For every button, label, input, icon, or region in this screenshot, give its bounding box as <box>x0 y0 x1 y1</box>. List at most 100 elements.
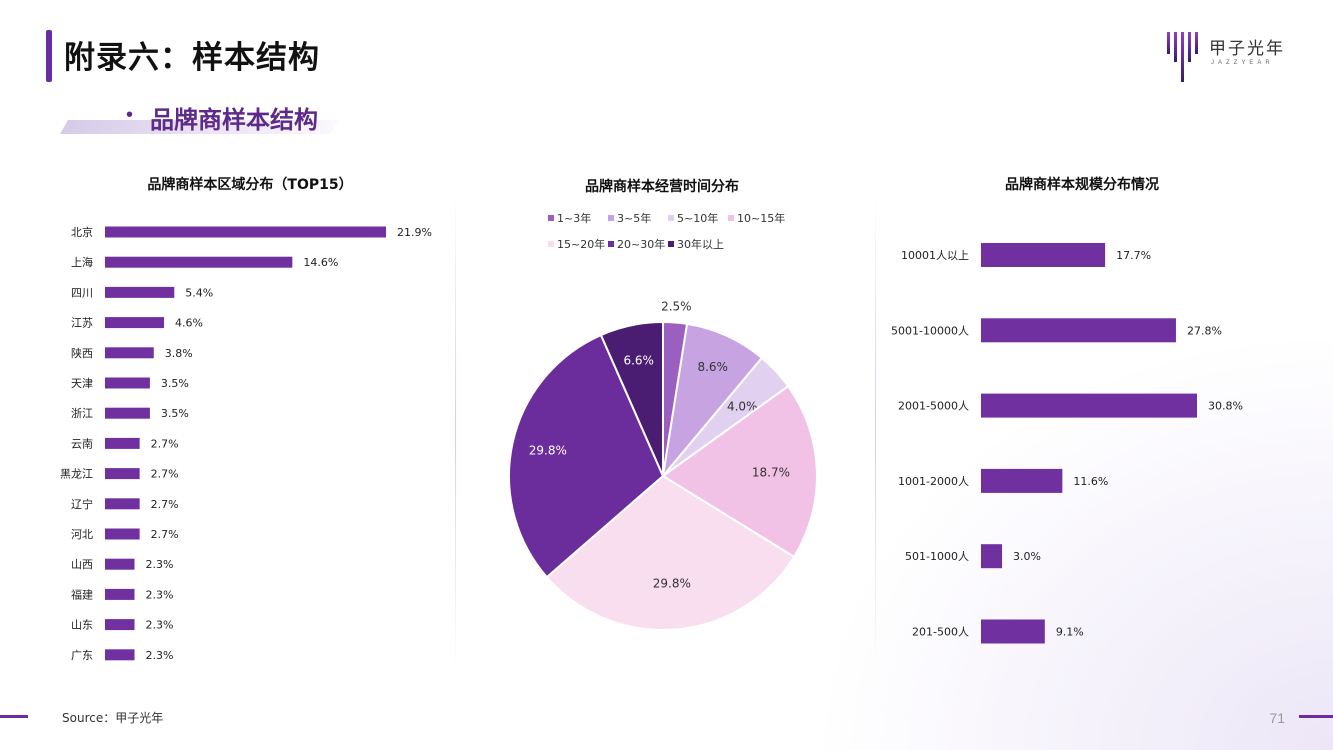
scale-bar <box>981 393 1197 418</box>
scale-category-label: 1001-2000人 <box>898 475 969 488</box>
region-bar-chart: 北京 21.9% 上海 14.6% 四川 5.4% 江苏 4.6% 陕西 3.8% 天津 3.5% 浙江… <box>60 225 432 662</box>
brand-logo: 甲子光年 JAZZYEAR <box>1165 30 1287 82</box>
pie-value-label: 8.6% <box>697 360 728 374</box>
region-category-label: 辽宁 <box>71 497 93 511</box>
pie-value-label: 29.8% <box>653 577 691 591</box>
scale-bar-chart: 10001人以上 17.7% 5001-10000人 27.8% 2001-5000人 3… <box>891 243 1243 644</box>
legend-label: 30年以上 <box>677 237 724 251</box>
region-category-label: 福建 <box>71 587 93 601</box>
legend-label: 5~10年 <box>677 211 718 225</box>
operating-time-pie-chart: 1~3年 3~5年 5~10年 10~15年 15~20年 20~30年 30年以上 2.5%… <box>508 211 818 631</box>
region-bar <box>105 317 165 329</box>
bullet-icon: • <box>126 104 134 126</box>
legend-label: 3~5年 <box>617 211 651 225</box>
scale-bar <box>981 544 1003 569</box>
region-value-label: 21.9% <box>397 226 432 239</box>
region-value-label: 4.6% <box>175 317 203 330</box>
region-category-label: 山西 <box>71 558 93 571</box>
scale-category-label: 2001-5000人 <box>898 400 969 413</box>
region-category-label: 天津 <box>71 377 93 390</box>
region-value-label: 2.7% <box>151 468 179 481</box>
region-value-label: 2.7% <box>151 528 179 541</box>
scale-category-label: 501-1000人 <box>905 550 969 563</box>
legend-swatch <box>608 215 614 221</box>
legend-label: 15~20年 <box>557 237 605 251</box>
scale-bar <box>981 468 1063 493</box>
pie-slice <box>661 322 764 480</box>
region-value-label: 14.6% <box>303 256 338 269</box>
region-value-label: 5.4% <box>185 286 213 299</box>
pie-value-label: 2.5% <box>661 300 692 314</box>
region-category-label: 北京 <box>71 225 93 239</box>
logo-mark-icon <box>1167 32 1198 82</box>
region-value-label: 2.7% <box>151 437 179 450</box>
region-bar <box>105 498 140 510</box>
region-bar <box>105 407 150 419</box>
scale-value-label: 3.0% <box>1013 550 1041 563</box>
pie-slice <box>545 474 796 631</box>
divider-left <box>455 190 456 670</box>
region-bar <box>105 558 135 570</box>
region-category-label: 云南 <box>71 437 93 450</box>
legend-swatch <box>548 215 554 221</box>
region-category-label: 山东 <box>71 619 93 632</box>
pie-value-label: 6.6% <box>623 354 654 368</box>
scale-value-label: 17.7% <box>1116 249 1151 262</box>
pie-slice <box>599 320 664 477</box>
region-bar <box>105 377 150 389</box>
legend-swatch <box>728 215 734 221</box>
legend-label: 20~30年 <box>617 237 665 251</box>
scale-value-label: 27.8% <box>1187 324 1222 337</box>
region-category-label: 陕西 <box>71 346 93 360</box>
page-title: 附录六：样本结构 <box>64 40 320 76</box>
region-category-label: 浙江 <box>71 407 93 420</box>
region-value-label: 2.3% <box>146 649 174 662</box>
legend-label: 10~15年 <box>737 211 785 225</box>
region-value-label: 3.5% <box>161 377 189 390</box>
scale-category-label: 10001人以上 <box>901 249 969 262</box>
subtitle-text: 品牌商样本结构 <box>150 106 318 134</box>
title-accent-bar <box>46 30 52 82</box>
legend-swatch <box>668 215 674 221</box>
region-value-label: 2.3% <box>146 588 174 601</box>
region-bar <box>105 588 135 600</box>
pie-slice <box>508 333 665 579</box>
region-value-label: 3.8% <box>165 347 193 360</box>
region-bar <box>105 468 140 480</box>
region-category-label: 四川 <box>71 286 93 299</box>
scale-category-label: 5001-10000人 <box>891 324 969 337</box>
region-bar <box>105 226 386 238</box>
region-bar <box>105 528 140 540</box>
region-category-label: 黑龙江 <box>60 468 93 481</box>
page-number: 71 <box>1269 710 1285 726</box>
region-value-label: 2.3% <box>146 558 174 571</box>
scale-value-label: 11.6% <box>1073 475 1108 488</box>
region-category-label: 上海 <box>71 255 93 269</box>
footer-accent-left <box>0 715 28 718</box>
footer-accent-right <box>1299 715 1333 718</box>
logo-subtext: JAZZYEAR <box>1211 60 1274 66</box>
legend-label: 1~3年 <box>557 211 591 225</box>
pie-value-label: 29.8% <box>529 443 567 457</box>
divider-right <box>875 190 876 670</box>
region-value-label: 2.3% <box>146 619 174 632</box>
region-bar <box>105 619 135 631</box>
scale-bar <box>981 243 1106 267</box>
legend-swatch <box>548 241 554 247</box>
region-category-label: 江苏 <box>71 317 93 330</box>
region-value-label: 3.5% <box>161 407 189 420</box>
scale-value-label: 9.1% <box>1056 626 1084 639</box>
region-bar <box>105 437 140 449</box>
section-subtitle: • 品牌商样本结构 <box>59 96 340 140</box>
logo-text: 甲子光年 <box>1209 39 1285 59</box>
scale-category-label: 201-500人 <box>912 626 969 639</box>
pie-value-label: 4.0% <box>727 400 758 414</box>
scale-bar <box>981 619 1045 644</box>
region-bar <box>105 256 293 268</box>
pie-value-label: 18.7% <box>752 465 790 479</box>
time-chart-title: 品牌商样本经营时间分布 <box>585 179 739 195</box>
region-category-label: 广东 <box>71 649 93 662</box>
region-bar <box>105 649 135 661</box>
pie-slice <box>661 384 818 559</box>
region-bar <box>105 286 175 298</box>
